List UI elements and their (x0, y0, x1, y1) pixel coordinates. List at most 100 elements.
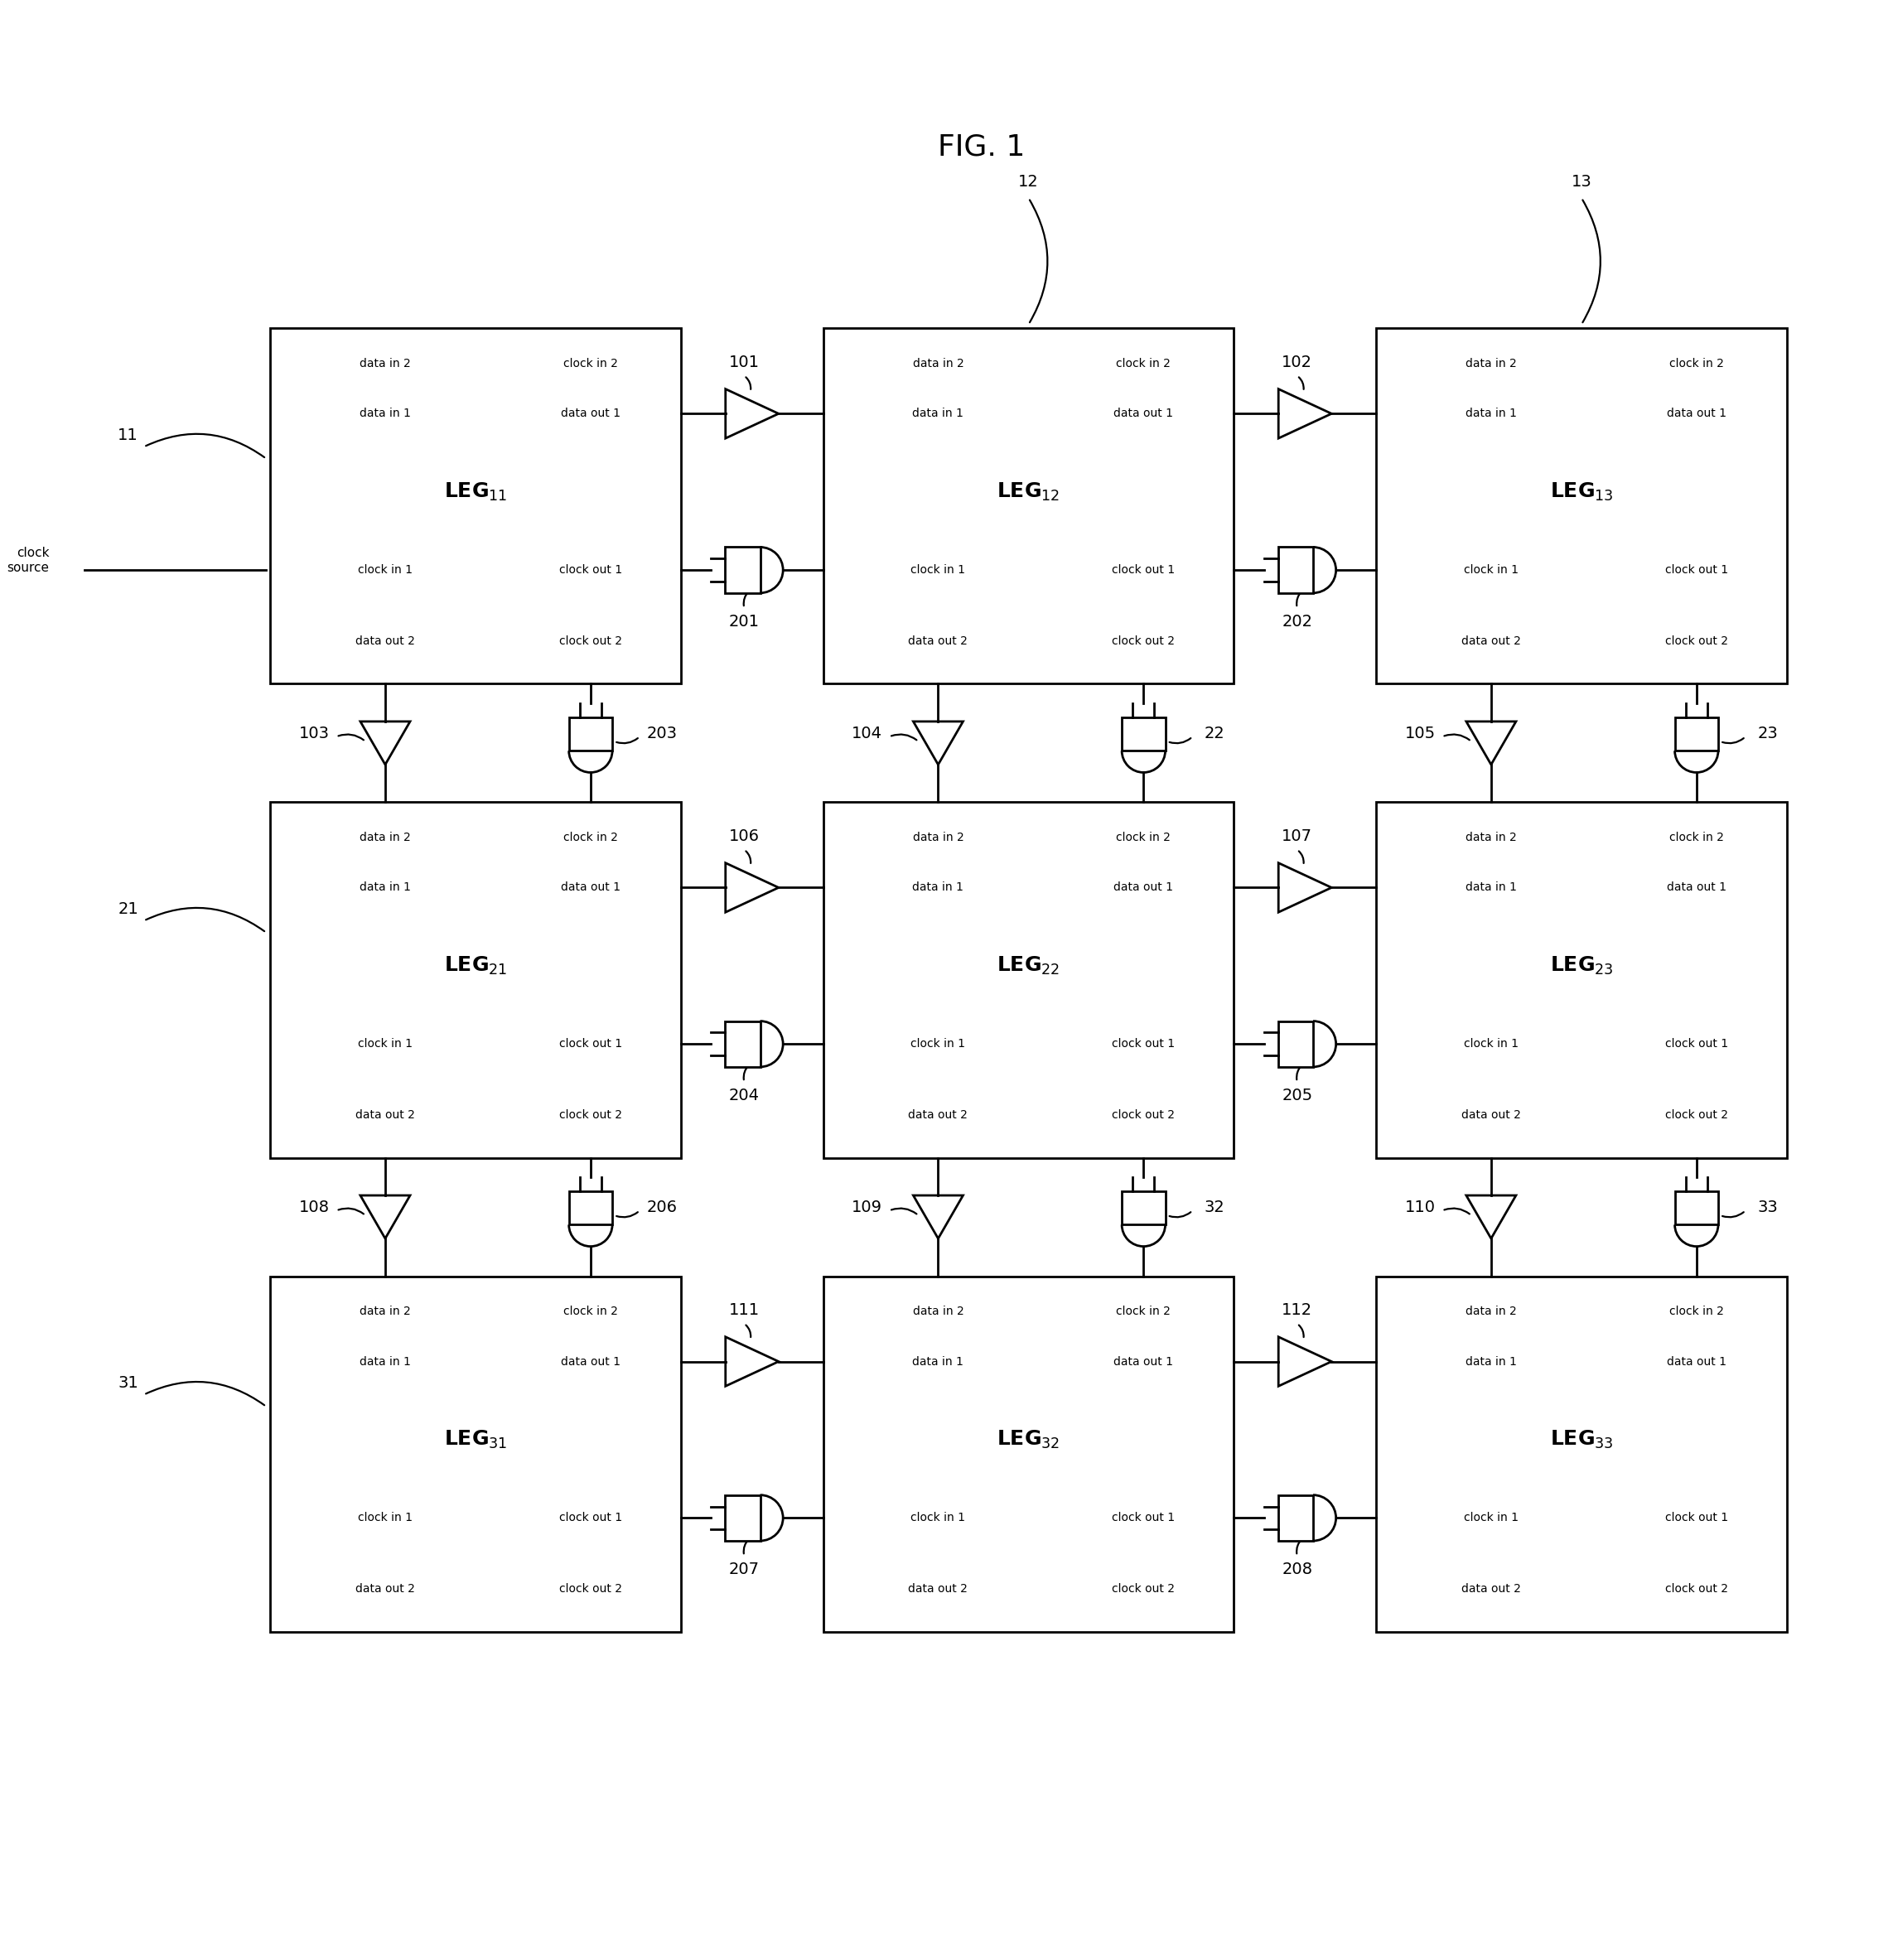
Text: 31: 31 (117, 1376, 138, 1392)
Text: LEG$_{31}$: LEG$_{31}$ (445, 1429, 507, 1450)
Text: 11: 11 (117, 427, 138, 443)
Bar (570, 717, 611, 751)
Text: clock out 2: clock out 2 (558, 1584, 623, 1595)
Text: clock out 1: clock out 1 (558, 1511, 623, 1523)
Text: clock out 1: clock out 1 (1666, 1039, 1728, 1051)
Text: clock out 2: clock out 2 (1666, 1584, 1728, 1595)
Text: data in 2: data in 2 (912, 1305, 964, 1317)
Text: 32: 32 (1204, 1200, 1225, 1215)
Bar (1376, 329, 1787, 684)
Bar (1278, 1495, 1314, 1541)
Text: 206: 206 (646, 1200, 678, 1215)
Text: data in 2: data in 2 (360, 833, 411, 843)
Text: clock in 2: clock in 2 (1670, 359, 1725, 370)
Text: clock out 2: clock out 2 (1666, 635, 1728, 647)
Text: LEG$_{23}$: LEG$_{23}$ (1550, 955, 1613, 976)
Text: 202: 202 (1282, 613, 1312, 629)
Text: data out 2: data out 2 (909, 1109, 967, 1121)
Text: LEG$_{22}$: LEG$_{22}$ (998, 955, 1060, 976)
Text: FIG. 1: FIG. 1 (937, 133, 1024, 161)
Text: LEG$_{11}$: LEG$_{11}$ (445, 480, 507, 502)
Text: data out 2: data out 2 (1461, 1584, 1520, 1595)
Text: 102: 102 (1282, 355, 1312, 370)
Text: clock in 2: clock in 2 (1117, 833, 1172, 843)
Bar (1123, 1192, 1166, 1225)
Text: data out 1: data out 1 (1113, 882, 1174, 894)
Text: clock out 2: clock out 2 (1666, 1109, 1728, 1121)
Text: 205: 205 (1282, 1088, 1312, 1103)
Bar (1376, 1276, 1787, 1631)
Text: clock in 2: clock in 2 (1117, 1305, 1172, 1317)
Text: 111: 111 (729, 1301, 759, 1317)
Bar (271, 802, 681, 1158)
Text: data in 2: data in 2 (360, 359, 411, 370)
Text: 207: 207 (729, 1562, 759, 1578)
Text: clock out 1: clock out 1 (1111, 564, 1176, 576)
Text: clock out 1: clock out 1 (558, 1039, 623, 1051)
Text: 112: 112 (1282, 1301, 1312, 1317)
Text: clock in 1: clock in 1 (358, 564, 413, 576)
Text: data in 2: data in 2 (912, 359, 964, 370)
Text: data out 2: data out 2 (1461, 635, 1520, 647)
Text: LEG$_{13}$: LEG$_{13}$ (1550, 480, 1613, 502)
Text: clock in 1: clock in 1 (1463, 1039, 1518, 1051)
Text: 201: 201 (729, 613, 759, 629)
Text: clock in 2: clock in 2 (564, 1305, 617, 1317)
Text: data in 1: data in 1 (360, 1356, 411, 1368)
Text: data out 1: data out 1 (1666, 408, 1726, 419)
Text: clock in 1: clock in 1 (358, 1039, 413, 1051)
Text: 22: 22 (1204, 725, 1225, 741)
Text: 103: 103 (299, 725, 329, 741)
Text: LEG$_{12}$: LEG$_{12}$ (998, 480, 1060, 502)
Bar (1376, 802, 1787, 1158)
Text: clock in 2: clock in 2 (564, 359, 617, 370)
Text: data in 1: data in 1 (360, 408, 411, 419)
Text: LEG$_{32}$: LEG$_{32}$ (998, 1429, 1060, 1450)
Bar (570, 1192, 611, 1225)
Text: 104: 104 (852, 725, 882, 741)
Bar (725, 547, 761, 594)
Text: clock in 2: clock in 2 (1117, 359, 1172, 370)
Text: clock in 2: clock in 2 (564, 833, 617, 843)
Bar (725, 1495, 761, 1541)
Text: data in 1: data in 1 (1465, 408, 1516, 419)
Text: data out 2: data out 2 (356, 635, 415, 647)
Text: clock out 2: clock out 2 (1111, 1584, 1176, 1595)
Text: clock in 2: clock in 2 (1670, 1305, 1725, 1317)
Text: 12: 12 (1018, 174, 1039, 190)
Bar (1123, 717, 1166, 751)
Text: data out 1: data out 1 (560, 1356, 621, 1368)
Text: data out 2: data out 2 (356, 1584, 415, 1595)
Text: clock out 1: clock out 1 (558, 564, 623, 576)
Text: 23: 23 (1757, 725, 1778, 741)
Text: 33: 33 (1757, 1200, 1778, 1215)
Text: data out 2: data out 2 (356, 1109, 415, 1121)
Text: data in 2: data in 2 (1465, 359, 1516, 370)
Text: data out 1: data out 1 (1113, 1356, 1174, 1368)
Text: data in 1: data in 1 (912, 1356, 964, 1368)
Text: clock in 1: clock in 1 (911, 1039, 965, 1051)
Text: LEG$_{21}$: LEG$_{21}$ (445, 955, 507, 976)
Text: 109: 109 (852, 1200, 882, 1215)
Text: data out 1: data out 1 (1666, 1356, 1726, 1368)
Bar (823, 1276, 1234, 1631)
Text: 208: 208 (1282, 1562, 1312, 1578)
Text: clock in 1: clock in 1 (911, 1511, 965, 1523)
Text: clock
source: clock source (8, 547, 49, 574)
Text: 107: 107 (1282, 829, 1312, 845)
Text: data out 1: data out 1 (1113, 408, 1174, 419)
Text: 203: 203 (646, 725, 678, 741)
Text: clock in 1: clock in 1 (1463, 1511, 1518, 1523)
Text: 105: 105 (1405, 725, 1435, 741)
Text: data out 2: data out 2 (909, 635, 967, 647)
Text: data out 1: data out 1 (1666, 882, 1726, 894)
Bar (1675, 1192, 1719, 1225)
Text: clock out 1: clock out 1 (1666, 564, 1728, 576)
Bar (271, 329, 681, 684)
Bar (1278, 547, 1314, 594)
Text: data in 2: data in 2 (912, 833, 964, 843)
Text: clock out 2: clock out 2 (558, 635, 623, 647)
Text: clock in 1: clock in 1 (358, 1511, 413, 1523)
Bar (1675, 717, 1719, 751)
Text: data out 1: data out 1 (560, 408, 621, 419)
